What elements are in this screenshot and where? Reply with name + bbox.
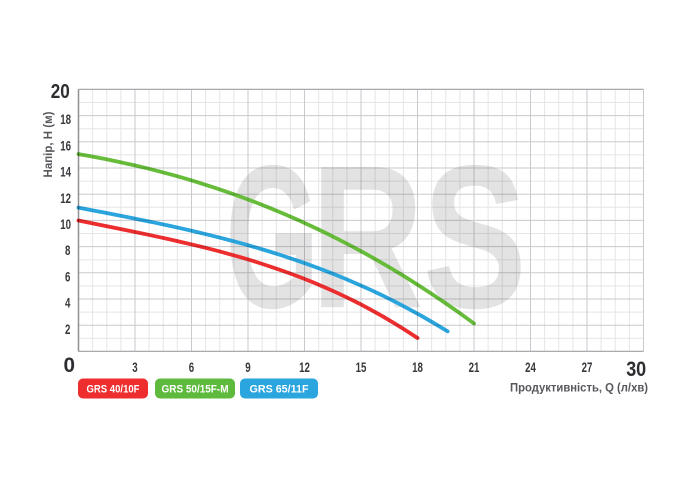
svg-text:2: 2	[65, 321, 71, 337]
svg-text:GRS 65/11F: GRS 65/11F	[250, 383, 309, 395]
svg-text:9: 9	[245, 359, 251, 375]
svg-text:4: 4	[65, 295, 71, 311]
svg-text:Напір, H (м): Напір, H (м)	[41, 112, 55, 178]
svg-text:12: 12	[60, 190, 71, 206]
svg-text:Продуктивність, Q (л/хв): Продуктивність, Q (л/хв)	[510, 381, 648, 395]
svg-text:3: 3	[132, 359, 138, 375]
svg-text:15: 15	[356, 359, 367, 375]
svg-text:GRS 40/10F: GRS 40/10F	[87, 383, 140, 395]
svg-text:8: 8	[65, 242, 71, 258]
svg-text:18: 18	[412, 359, 423, 375]
svg-text:30: 30	[626, 357, 646, 381]
svg-text:6: 6	[65, 268, 71, 284]
svg-text:18: 18	[60, 111, 71, 127]
svg-text:14: 14	[60, 164, 71, 180]
svg-text:6: 6	[189, 359, 195, 375]
svg-text:S: S	[423, 123, 527, 351]
svg-text:21: 21	[469, 359, 480, 375]
svg-text:GRS 50/15F-M: GRS 50/15F-M	[162, 383, 229, 395]
svg-text:20: 20	[51, 81, 70, 103]
svg-text:12: 12	[299, 359, 310, 375]
svg-text:24: 24	[525, 359, 536, 375]
svg-text:0: 0	[64, 353, 76, 377]
svg-text:16: 16	[60, 137, 71, 153]
svg-text:10: 10	[60, 216, 71, 232]
svg-text:27: 27	[582, 359, 593, 375]
svg-text:R: R	[311, 123, 424, 351]
svg-text:G: G	[225, 123, 319, 351]
